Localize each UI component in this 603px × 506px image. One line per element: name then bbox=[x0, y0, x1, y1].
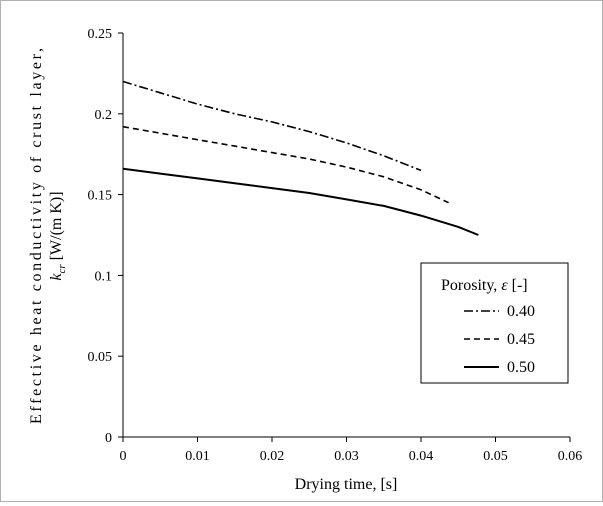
legend-items: 0.40 0.45 0.50 bbox=[464, 303, 535, 376]
y-tick-label: 0.15 bbox=[88, 189, 113, 204]
series-line-0.50 bbox=[122, 167, 479, 236]
y-tick-label: 0.1 bbox=[95, 269, 113, 284]
y-tick-label: 0.05 bbox=[88, 350, 113, 365]
y-ticks: 0 0.05 0.1 0.15 0.2 0.25 bbox=[88, 27, 123, 446]
y-axis-unit: [W/(m K)] bbox=[48, 191, 65, 264]
legend-title-prefix: Porosity, bbox=[441, 277, 501, 294]
x-tick-label: 0.01 bbox=[185, 449, 210, 464]
legend-label-0.50: 0.50 bbox=[507, 359, 535, 376]
y-tick-label: 0.25 bbox=[88, 27, 113, 42]
y-axis-symbol: k bbox=[48, 273, 65, 281]
legend-title-symbol: ε bbox=[501, 277, 508, 294]
x-tick-label: 0.02 bbox=[260, 449, 285, 464]
x-tick-label: 0.06 bbox=[558, 449, 583, 464]
y-axis-subscript: cr bbox=[56, 264, 68, 274]
series-line-0.45 bbox=[122, 125, 449, 204]
x-tick-label: 0.05 bbox=[483, 449, 508, 464]
legend-title: Porosity, ε [-] bbox=[441, 277, 528, 294]
series-group bbox=[122, 80, 479, 236]
x-tick-label: 0 bbox=[120, 449, 127, 464]
legend: Porosity, ε [-] 0.40 0.45 0.50 bbox=[420, 262, 569, 384]
x-ticks: 0 0.01 0.02 0.03 0.04 0.05 0.06 bbox=[120, 437, 583, 464]
y-tick-label: 0.2 bbox=[95, 108, 113, 123]
x-tick-label: 0.03 bbox=[334, 449, 359, 464]
y-axis-label-line1: Effective heat conductivity of crust lay… bbox=[28, 48, 45, 424]
legend-label-0.45: 0.45 bbox=[507, 331, 535, 348]
legend-label-0.40: 0.40 bbox=[507, 303, 535, 320]
series-line-0.40 bbox=[122, 80, 422, 172]
y-axis-label: Effective heat conductivity of crust lay… bbox=[28, 48, 68, 424]
x-tick-label: 0.04 bbox=[409, 449, 434, 464]
y-axis-label-line2: kcr [W/(m K)] bbox=[48, 191, 68, 280]
legend-title-suffix: [-] bbox=[508, 277, 528, 294]
y-tick-label: 0 bbox=[105, 431, 112, 446]
legend-box bbox=[420, 262, 569, 384]
x-axis-label: Drying time, [s] bbox=[295, 476, 398, 493]
